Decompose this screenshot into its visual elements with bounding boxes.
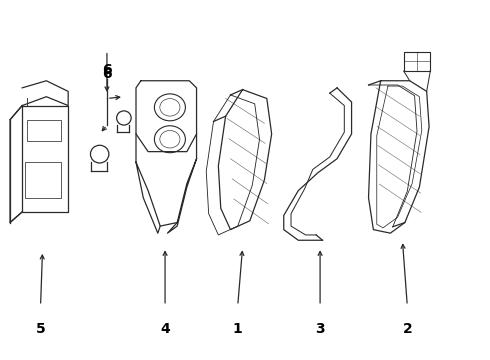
- Text: 1: 1: [233, 322, 243, 336]
- Text: 4: 4: [160, 322, 170, 336]
- Text: 6: 6: [102, 63, 112, 77]
- Text: 3: 3: [315, 322, 325, 336]
- Bar: [27, 120, 61, 141]
- Text: 5: 5: [36, 322, 46, 336]
- Text: 6: 6: [102, 67, 112, 81]
- Bar: [24, 162, 61, 198]
- Text: 2: 2: [402, 322, 412, 336]
